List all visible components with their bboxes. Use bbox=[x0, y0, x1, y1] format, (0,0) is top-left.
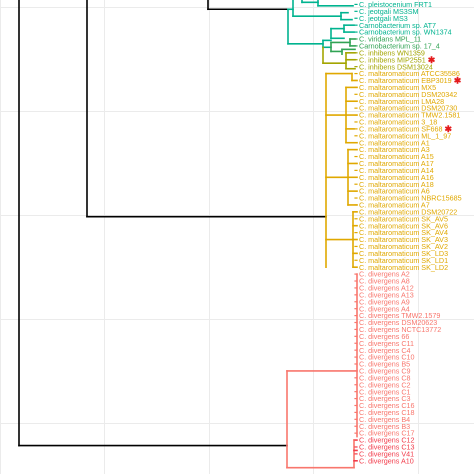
tip-label: C. divergens C17 bbox=[359, 429, 415, 438]
tip-label: C. inhibens WN1359 bbox=[359, 48, 425, 57]
tip-label: C. divergens C3 bbox=[359, 394, 411, 403]
tip-label: C. divergens DSM20623 bbox=[359, 318, 437, 327]
tip-label: C. divergens V41 bbox=[359, 449, 414, 458]
tip-label: Carnobacterium sp. 17_4 bbox=[359, 42, 440, 51]
tip-label: C. maltaromaticum A6 bbox=[359, 187, 430, 196]
tip-label: C. maltaromaticum EBP3019 bbox=[359, 76, 452, 85]
tip-label: Carnobacterium sp. WN1374 bbox=[359, 28, 452, 37]
tip-label: C. maltaromaticum A18 bbox=[359, 180, 434, 189]
tip-label: C. maltaromaticum DSM20342 bbox=[359, 90, 457, 99]
tip-label: C. maltaromaticum SK_AV5 bbox=[359, 214, 448, 223]
tip-label: C. maltaromaticum MX5 bbox=[359, 83, 436, 92]
tip-label: C. maltaromaticum SK_AV3 bbox=[359, 235, 448, 244]
tip-label: C. divergens B3 bbox=[359, 422, 410, 431]
tip-label: C. divergens NCTC13772 bbox=[359, 325, 441, 334]
tip-label: Carnobacterium sp. AT7 bbox=[359, 21, 436, 30]
tip-label: C. maltaromaticum A3 bbox=[359, 145, 430, 154]
tip-label: C. maltaromaticum SK_AV2 bbox=[359, 242, 448, 251]
tip-label: C. maltaromaticum NBRC15685 bbox=[359, 194, 462, 203]
tip-label: C. divergens C4 bbox=[359, 346, 411, 355]
tip-label: C. divergens A12 bbox=[359, 284, 414, 293]
asterisk-icon: ✱ bbox=[454, 76, 462, 86]
tip-label: C. divergens A2 bbox=[359, 270, 410, 279]
tip-label: C. maltaromaticum SK_LD3 bbox=[359, 249, 448, 258]
tip-label: C. divergens C11 bbox=[359, 339, 414, 348]
tip-label: C. maltaromaticum SK_LD2 bbox=[359, 263, 448, 272]
tip-label: C. maltaromaticum DSM20722 bbox=[359, 207, 457, 216]
tip-label: C. divergens TMW2.1579 bbox=[359, 311, 440, 320]
tip-label: C. maltaromaticum ATCC35586 bbox=[359, 69, 460, 78]
tip-label: C. alterfunditum 313 bbox=[359, 0, 424, 2]
asterisk-icon: ✱ bbox=[444, 124, 452, 134]
tip-label: C. divergens C12 bbox=[359, 436, 415, 445]
tip-label: C. divergens A10 bbox=[359, 456, 414, 465]
tip-label: C. divergens C18 bbox=[359, 408, 415, 417]
tip-label: C. divergens C16 bbox=[359, 401, 415, 410]
tip-label: C. divergens C13 bbox=[359, 443, 415, 452]
tip-label: C. divergens A8 bbox=[359, 277, 410, 286]
tip-label: C. maltaromaticum DSM20730 bbox=[359, 104, 457, 113]
tip-label: C. maltaromaticum A15 bbox=[359, 152, 434, 161]
tip-label: C. inhibens MIP2551 bbox=[359, 55, 426, 64]
tree-branches bbox=[18, 0, 358, 469]
tip-label: C. divergens A13 bbox=[359, 290, 414, 299]
tip-label: C. divergens C9 bbox=[359, 367, 411, 376]
tip-label: C. maltaromaticum A7 bbox=[359, 201, 430, 210]
tip-label: C. divergens C8 bbox=[359, 373, 411, 382]
tip-label: C. divergens B4 bbox=[359, 415, 410, 424]
tip-label: C. maltaromaticum A17 bbox=[359, 159, 434, 168]
tip-labels: C. alterfunditum 313C. pleistocenium FRT… bbox=[359, 0, 462, 465]
tip-label: C. inhibens DSM13024 bbox=[359, 62, 433, 71]
tip-label: C. jeotgali MS3SM bbox=[359, 7, 419, 16]
tip-label: C. divergens A4 bbox=[359, 304, 410, 313]
tip-label: C. maltaromaticum TMW2.1581 bbox=[359, 111, 460, 120]
tip-label: C. divergens C2 bbox=[359, 380, 411, 389]
tip-label: C. maltaromaticum A16 bbox=[359, 173, 434, 182]
tip-label: C. jeotgali MS3 bbox=[359, 14, 408, 23]
tip-label: C. pleistocenium FRT1 bbox=[359, 0, 432, 9]
tip-label: C. divergens C10 bbox=[359, 353, 415, 362]
tip-label: C. divergens B5 bbox=[359, 360, 410, 369]
asterisk-icon: ✱ bbox=[428, 55, 436, 65]
tip-label: C. maltaromaticum 3_18 bbox=[359, 118, 437, 127]
tip-label: C. maltaromaticum A1 bbox=[359, 138, 430, 147]
tip-label: C. maltaromaticum ML_1_97 bbox=[359, 131, 451, 140]
tip-label: C. maltaromaticum A14 bbox=[359, 166, 434, 175]
tip-label: C. maltaromaticum SK_AV6 bbox=[359, 221, 448, 230]
tip-label: C. maltaromaticum SK_LD1 bbox=[359, 256, 448, 265]
tip-label: C. maltaromaticum LMA28 bbox=[359, 97, 444, 106]
tip-label: C. viridans MPL_11 bbox=[359, 35, 421, 44]
tip-label: C. maltaromaticum SK_AV4 bbox=[359, 228, 448, 237]
tip-label: C. divergens 66 bbox=[359, 332, 409, 341]
tip-label: C. maltaromaticum SF668 bbox=[359, 124, 442, 133]
tip-label: C. divergens C1 bbox=[359, 387, 411, 396]
tip-label: C. divergens A9 bbox=[359, 297, 410, 306]
